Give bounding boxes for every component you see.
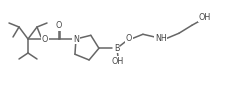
Text: OH: OH (198, 13, 210, 22)
Text: O: O (56, 22, 62, 31)
Text: O: O (125, 34, 131, 43)
Text: N: N (73, 35, 79, 44)
Text: B: B (114, 44, 119, 53)
Text: OH: OH (111, 57, 123, 66)
Text: O: O (42, 35, 48, 44)
Text: NH: NH (154, 34, 166, 43)
Text: N: N (73, 35, 79, 44)
